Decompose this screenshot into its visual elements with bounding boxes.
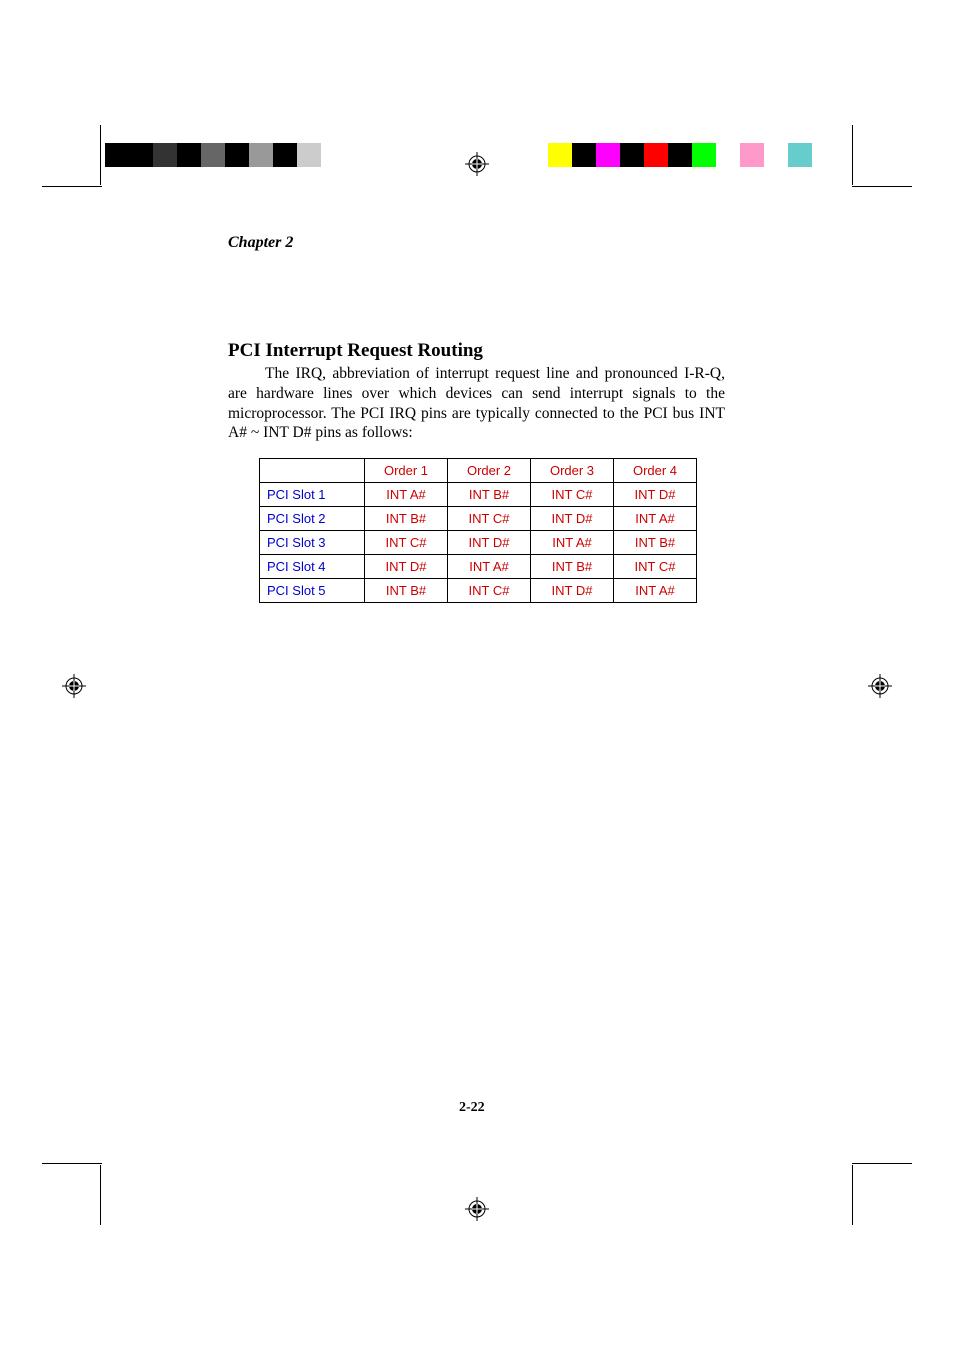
table-cell: INT B# [365, 579, 448, 603]
table-header [260, 459, 365, 483]
table-cell: INT D# [365, 555, 448, 579]
table-cell: INT B# [531, 555, 614, 579]
color-swatch [129, 143, 153, 167]
chapter-label: Chapter 2 [228, 234, 293, 252]
table-cell: INT D# [448, 531, 531, 555]
body-paragraph-text: The IRQ, abbreviation of interrupt reque… [228, 365, 725, 441]
table-cell: INT D# [531, 507, 614, 531]
table-row: PCI Slot 4INT D#INT A#INT B#INT C# [260, 555, 697, 579]
table-cell: INT D# [614, 483, 697, 507]
color-swatch [273, 143, 297, 167]
color-swatch [548, 143, 572, 167]
table-cell: INT B# [614, 531, 697, 555]
page-number: 2-22 [459, 1100, 485, 1116]
table-row-label: PCI Slot 1 [260, 483, 365, 507]
table-header: Order 3 [531, 459, 614, 483]
table-header: Order 1 [365, 459, 448, 483]
table-row-label: PCI Slot 5 [260, 579, 365, 603]
color-swatch [345, 143, 369, 167]
color-swatch [249, 143, 273, 167]
table-header: Order 4 [614, 459, 697, 483]
color-swatch [201, 143, 225, 167]
table-cell: INT C# [531, 483, 614, 507]
registration-mark-right [868, 674, 892, 698]
registration-mark-left [62, 674, 86, 698]
section-heading: PCI Interrupt Request Routing [228, 340, 483, 362]
crop-mark [852, 1165, 853, 1225]
crop-mark [42, 186, 102, 187]
color-swatch [321, 143, 345, 167]
registration-mark-top [465, 152, 489, 176]
color-swatch [153, 143, 177, 167]
color-swatch [572, 143, 596, 167]
table-cell: INT A# [614, 507, 697, 531]
table-cell: INT D# [531, 579, 614, 603]
body-paragraph: The IRQ, abbreviation of interrupt reque… [228, 364, 725, 443]
table-cell: INT A# [448, 555, 531, 579]
color-swatch [668, 143, 692, 167]
table-row: PCI Slot 2INT B#INT C#INT D#INT A# [260, 507, 697, 531]
table-row-label: PCI Slot 4 [260, 555, 365, 579]
table-cell: INT C# [448, 579, 531, 603]
table-row-label: PCI Slot 3 [260, 531, 365, 555]
crop-mark [852, 125, 853, 185]
crop-mark [100, 125, 101, 185]
color-swatch [788, 143, 812, 167]
crop-mark [100, 1165, 101, 1225]
color-swatch [596, 143, 620, 167]
table-row: PCI Slot 5INT B#INT C#INT D#INT A# [260, 579, 697, 603]
crop-mark [852, 1163, 912, 1164]
table-cell: INT C# [365, 531, 448, 555]
color-swatch [177, 143, 201, 167]
pci-irq-table: Order 1Order 2Order 3Order 4PCI Slot 1IN… [259, 458, 697, 603]
table-cell: INT C# [614, 555, 697, 579]
color-swatch [764, 143, 788, 167]
table-cell: INT B# [448, 483, 531, 507]
registration-mark-bottom [465, 1197, 489, 1221]
color-swatch [692, 143, 716, 167]
color-swatch [740, 143, 764, 167]
table-cell: INT A# [365, 483, 448, 507]
color-swatch [620, 143, 644, 167]
crop-mark [852, 186, 912, 187]
color-swatch [644, 143, 668, 167]
table-cell: INT A# [614, 579, 697, 603]
color-swatch [105, 143, 129, 167]
color-swatch [716, 143, 740, 167]
table-row-label: PCI Slot 2 [260, 507, 365, 531]
color-swatch [297, 143, 321, 167]
table-cell: INT A# [531, 531, 614, 555]
table-row: PCI Slot 1INT A#INT B#INT C#INT D# [260, 483, 697, 507]
color-bar-right [548, 143, 812, 167]
crop-mark [42, 1163, 102, 1164]
table-row: PCI Slot 3INT C#INT D#INT A#INT B# [260, 531, 697, 555]
color-bar-left [105, 143, 369, 167]
table-cell: INT C# [448, 507, 531, 531]
table-header: Order 2 [448, 459, 531, 483]
table-cell: INT B# [365, 507, 448, 531]
color-swatch [225, 143, 249, 167]
